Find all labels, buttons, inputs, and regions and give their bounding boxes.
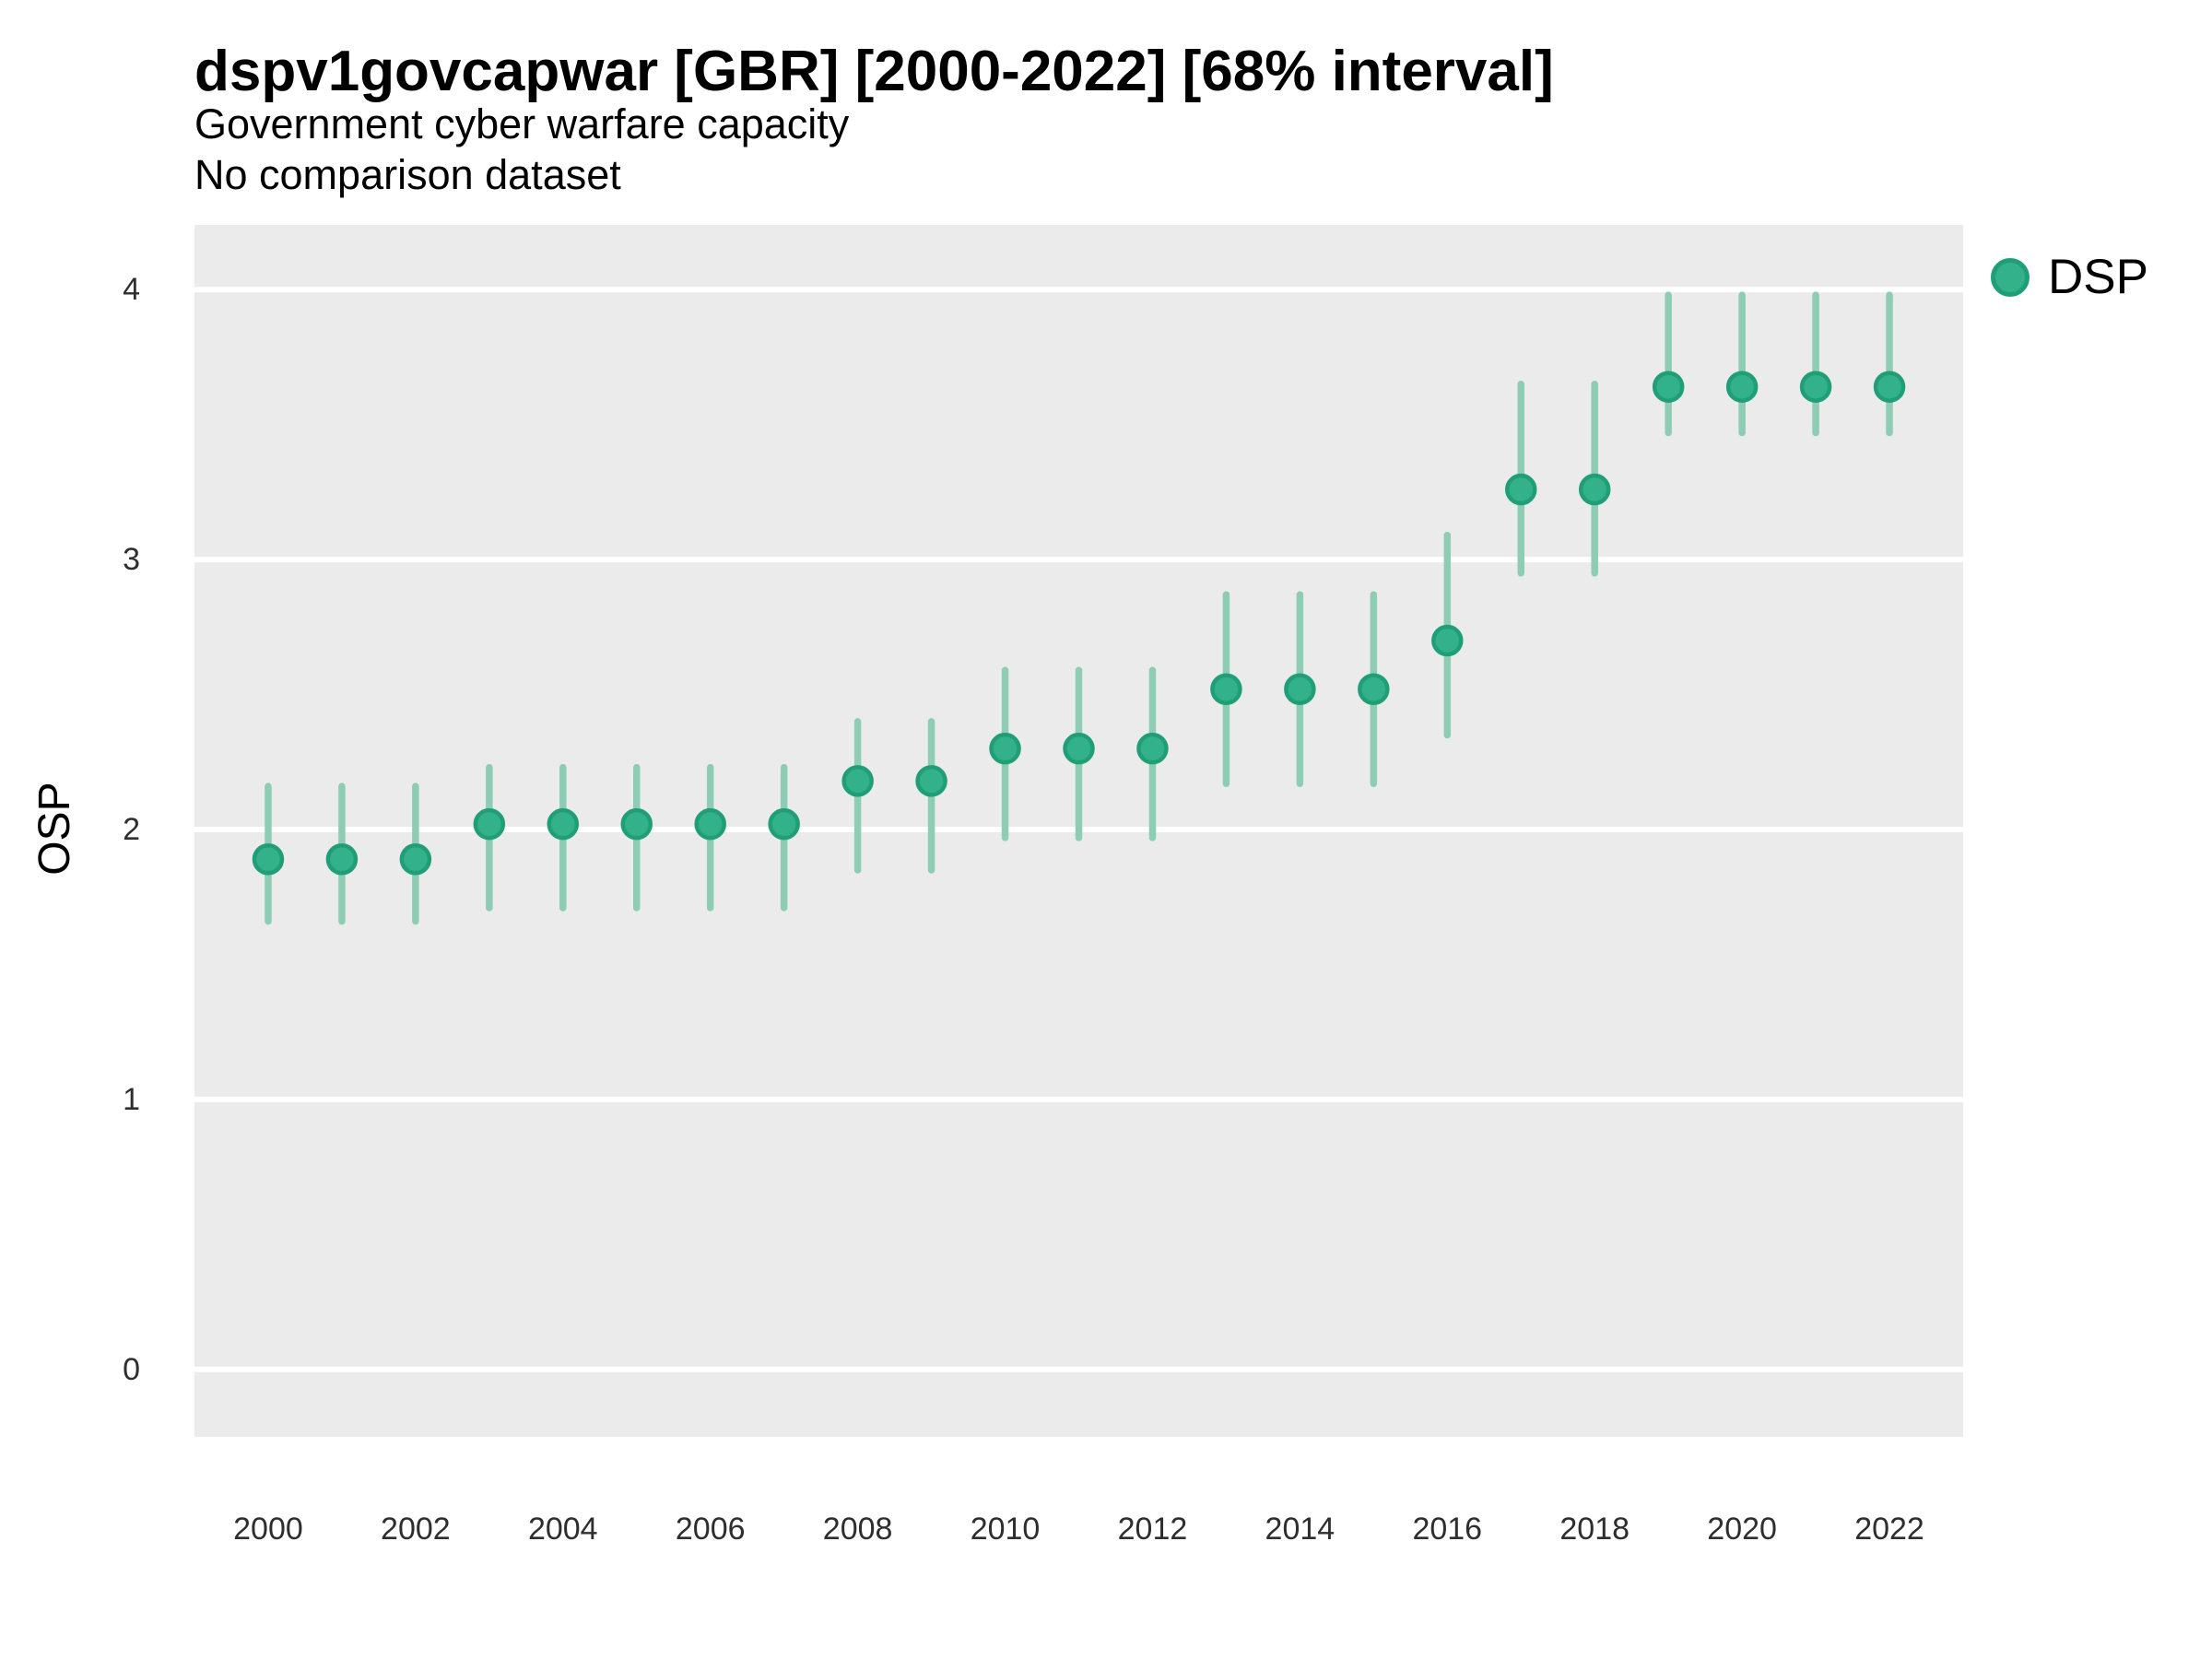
legend-label: DSP [2048, 250, 2148, 304]
data-point-2017 [1505, 473, 1537, 506]
data-point-2014 [1284, 673, 1316, 705]
x-tick-label-2010: 2010 [970, 1512, 1041, 1547]
x-tick-label-2006: 2006 [675, 1512, 746, 1547]
data-point-2022 [1873, 371, 1906, 403]
x-tick-label-2002: 2002 [381, 1512, 451, 1547]
data-point-2005 [620, 807, 653, 841]
data-point-2010 [989, 732, 1021, 765]
data-point-2009 [915, 765, 947, 797]
legend: DSP [1991, 253, 2148, 301]
data-point-2006 [694, 807, 726, 841]
chart-title: dspv1govcapwar [GBR] [2000-2022] [68% in… [194, 40, 1554, 103]
data-point-2000 [252, 843, 285, 876]
data-point-2012 [1136, 732, 1169, 765]
data-point-2001 [325, 843, 359, 876]
x-tick-label-2012: 2012 [1117, 1512, 1188, 1547]
data-point-2016 [1431, 624, 1464, 657]
data-point-2004 [547, 807, 580, 841]
y-tick-label-0: 0 [123, 1351, 140, 1387]
data-point-2008 [841, 765, 874, 797]
y-tick-label-1: 1 [123, 1081, 140, 1117]
data-point-2021 [1799, 371, 1832, 403]
x-tick-label-2020: 2020 [1707, 1512, 1777, 1547]
y-tick-label-4: 4 [123, 272, 140, 308]
x-tick-label-2014: 2014 [1265, 1512, 1335, 1547]
x-tick-label-2022: 2022 [1854, 1512, 1924, 1547]
data-point-2015 [1358, 673, 1390, 705]
legend-point-icon [1991, 257, 2030, 297]
data-point-2018 [1578, 473, 1611, 506]
data-point-2019 [1652, 371, 1685, 403]
data-point-2011 [1063, 732, 1095, 765]
chart-subtitle-note: No comparison dataset [194, 151, 621, 198]
data-point-2007 [768, 807, 800, 841]
data-point-2002 [399, 843, 432, 876]
data-point-2013 [1210, 673, 1242, 705]
data-point-2020 [1725, 371, 1759, 403]
x-tick-label-2000: 2000 [233, 1512, 303, 1547]
y-tick-label-3: 3 [123, 542, 140, 578]
x-tick-label-2018: 2018 [1559, 1512, 1630, 1547]
data-point-2003 [473, 807, 506, 841]
x-tick-label-2016: 2016 [1412, 1512, 1483, 1547]
y-tick-label-2: 2 [123, 812, 140, 848]
chart-subtitle: Government cyber warfare capacity [194, 100, 850, 147]
x-tick-label-2008: 2008 [822, 1512, 893, 1547]
x-tick-label-2004: 2004 [527, 1512, 598, 1547]
